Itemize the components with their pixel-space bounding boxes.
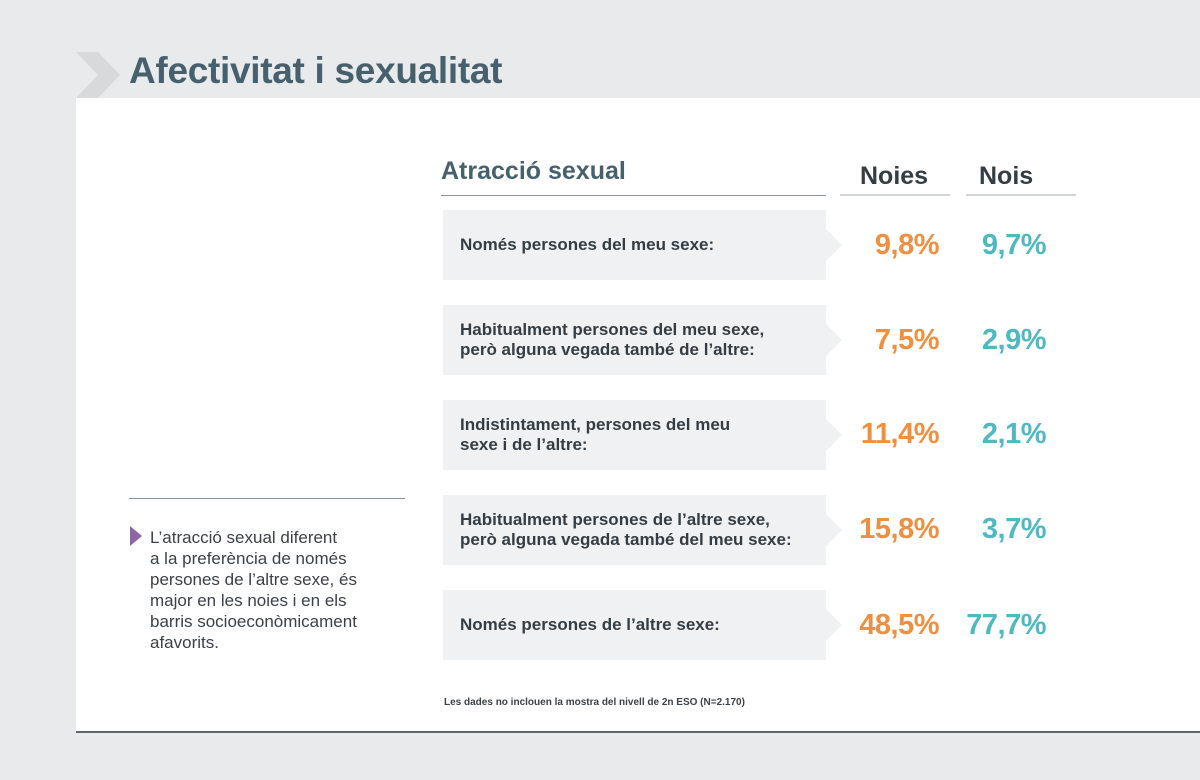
row-label: Només persones del meu sexe: — [460, 235, 715, 254]
row-label: Indistintament, persones del meu sexe i d… — [460, 415, 731, 454]
value-noies: 9,8% — [874, 229, 940, 261]
footnote: Les dades no inclouen la mostra del nive… — [444, 697, 745, 708]
table-header: Atracció sexual — [441, 157, 826, 196]
value-nois: 2,9% — [981, 324, 1047, 356]
table-row: Habitualment persones del meu sexe, però … — [443, 305, 842, 375]
table-row: Només persones del meu sexe: — [443, 210, 842, 280]
column-header-noies: Noies — [840, 162, 950, 196]
table-row: Indistintament, persones del meu sexe i d… — [443, 400, 842, 470]
value-noies: 15,8% — [859, 513, 939, 545]
triangle-right-icon — [130, 526, 142, 546]
chevron-right-icon — [76, 52, 120, 98]
value-nois: 77,7% — [966, 609, 1046, 641]
row-label: Habitualment persones de l’altre sexe, pe… — [460, 510, 792, 549]
side-note: L’atracció sexual diferent a la preferènc… — [150, 528, 357, 652]
table-row: Habitualment persones de l’altre sexe, pe… — [443, 495, 842, 565]
column-header-nois: Nois — [966, 162, 1076, 196]
value-nois: 3,7% — [981, 513, 1047, 545]
value-noies: 7,5% — [874, 324, 940, 356]
value-noies: 11,4% — [860, 418, 940, 450]
row-label: Només persones de l’altre sexe: — [460, 615, 720, 634]
value-noies: 48,5% — [859, 609, 939, 641]
row-label: Habitualment persones del meu sexe, però … — [460, 320, 765, 359]
value-nois: 9,7% — [981, 229, 1047, 261]
value-nois: 2,1% — [981, 418, 1047, 450]
page-title: Afectivitat i sexualitat — [129, 50, 503, 91]
table-title: Atracció sexual — [441, 157, 626, 185]
table-row: Només persones de l’altre sexe: — [443, 590, 842, 660]
divider — [129, 498, 405, 499]
